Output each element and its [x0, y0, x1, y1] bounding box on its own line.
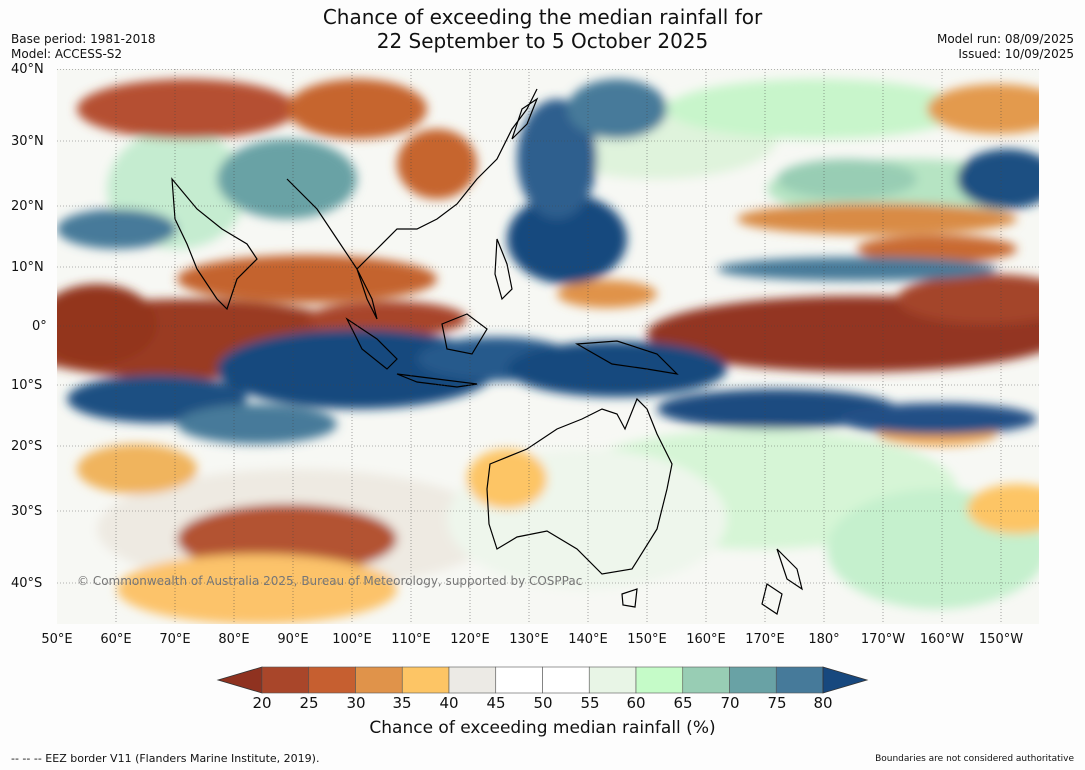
lat-label-10s: 10°S	[11, 378, 43, 393]
colorbar	[216, 666, 869, 694]
colorbar-tick: 25	[299, 694, 319, 712]
map-canvas	[57, 69, 1039, 624]
colorbar-extend-high	[822, 666, 869, 694]
run-info-right: Model run: 08/09/2025 Issued: 10/09/2025	[937, 32, 1074, 62]
lat-label-30s: 30°S	[11, 504, 43, 519]
graticule	[57, 69, 1039, 624]
copyright-notice: © Commonwealth of Australia 2025, Bureau…	[77, 574, 583, 588]
lon-label-180: 180°	[808, 632, 840, 647]
colorbar-tick: 45	[486, 694, 506, 712]
issued-date: Issued: 10/09/2025	[958, 47, 1074, 61]
colorbar-tick: 20	[252, 694, 272, 712]
lon-label-130e: 130°E	[509, 632, 549, 647]
lon-label-80e: 80°E	[218, 632, 250, 647]
lon-label-150e: 150°E	[627, 632, 667, 647]
lat-label-20n: 20°N	[11, 199, 44, 214]
model-run-date: Model run: 08/09/2025	[936, 32, 1074, 46]
colorbar-cell	[682, 666, 730, 694]
lat-label-10n: 10°N	[11, 260, 44, 275]
lon-label-50e: 50°E	[41, 632, 73, 647]
run-info-left: Base period: 1981-2018 Model: ACCESS-S2	[11, 32, 156, 62]
colorbar-tick: 70	[720, 694, 740, 712]
colorbar-tick: 60	[626, 694, 646, 712]
lon-label-160w: 160°W	[919, 632, 965, 647]
lon-label-150w: 150°W	[978, 632, 1024, 647]
lon-label-100e: 100°E	[332, 632, 372, 647]
coastlines	[171, 88, 803, 615]
colorbar-cell	[542, 666, 590, 694]
lon-label-160e: 160°E	[686, 632, 726, 647]
lon-label-60e: 60°E	[100, 632, 132, 647]
colorbar-cell	[261, 666, 310, 694]
lon-label-170w: 170°W	[860, 632, 906, 647]
colorbar-cell	[448, 666, 497, 694]
colorbar-cell	[308, 666, 356, 694]
colorbar-cell	[729, 666, 777, 694]
colorbar-tick: 40	[439, 694, 459, 712]
eez-border-note: -- -- -- EEZ border V11 (Flanders Marine…	[11, 752, 320, 765]
colorbar-cell	[635, 666, 684, 694]
lat-label-40s: 40°S	[11, 576, 43, 591]
colorbar-tick: 80	[813, 694, 833, 712]
colorbar-title: Chance of exceeding median rainfall (%)	[369, 718, 716, 738]
model-name: Model: ACCESS-S2	[11, 47, 123, 61]
lon-label-120e: 120°E	[450, 632, 490, 647]
colorbar-extend-low	[216, 666, 263, 694]
base-period: Base period: 1981-2018	[11, 32, 156, 46]
colorbar-cell	[588, 666, 637, 694]
colorbar-tick: 30	[346, 694, 366, 712]
probability-field	[57, 79, 1039, 624]
lat-label-20s: 20°S	[11, 439, 43, 454]
colorbar-tick: 35	[392, 694, 412, 712]
colorbar-tick: 50	[533, 694, 553, 712]
lon-label-70e: 70°E	[159, 632, 191, 647]
lon-label-90e: 90°E	[277, 632, 309, 647]
colorbar-cell	[775, 666, 824, 694]
lat-label-equator: 0°	[32, 319, 47, 334]
colorbar-cell	[401, 666, 450, 694]
colorbar-tick: 65	[673, 694, 693, 712]
colorbar-cell	[355, 666, 403, 694]
lon-label-110e: 110°E	[391, 632, 431, 647]
lon-label-170e: 170°E	[745, 632, 785, 647]
boundaries-disclaimer: Boundaries are not considered authoritat…	[875, 754, 1074, 764]
lon-label-140e: 140°E	[568, 632, 608, 647]
lat-label-40n: 40°N	[11, 62, 44, 77]
lat-label-30n: 30°N	[11, 134, 44, 149]
colorbar-tick: 55	[580, 694, 600, 712]
colorbar-cell	[495, 666, 543, 694]
colorbar-tick: 75	[767, 694, 787, 712]
map-title-line-2: 22 September to 5 October 2025	[376, 29, 709, 53]
rainfall-probability-map: © Commonwealth of Australia 2025, Bureau…	[57, 69, 1039, 624]
map-title-line-1: Chance of exceeding the median rainfall …	[322, 5, 763, 29]
